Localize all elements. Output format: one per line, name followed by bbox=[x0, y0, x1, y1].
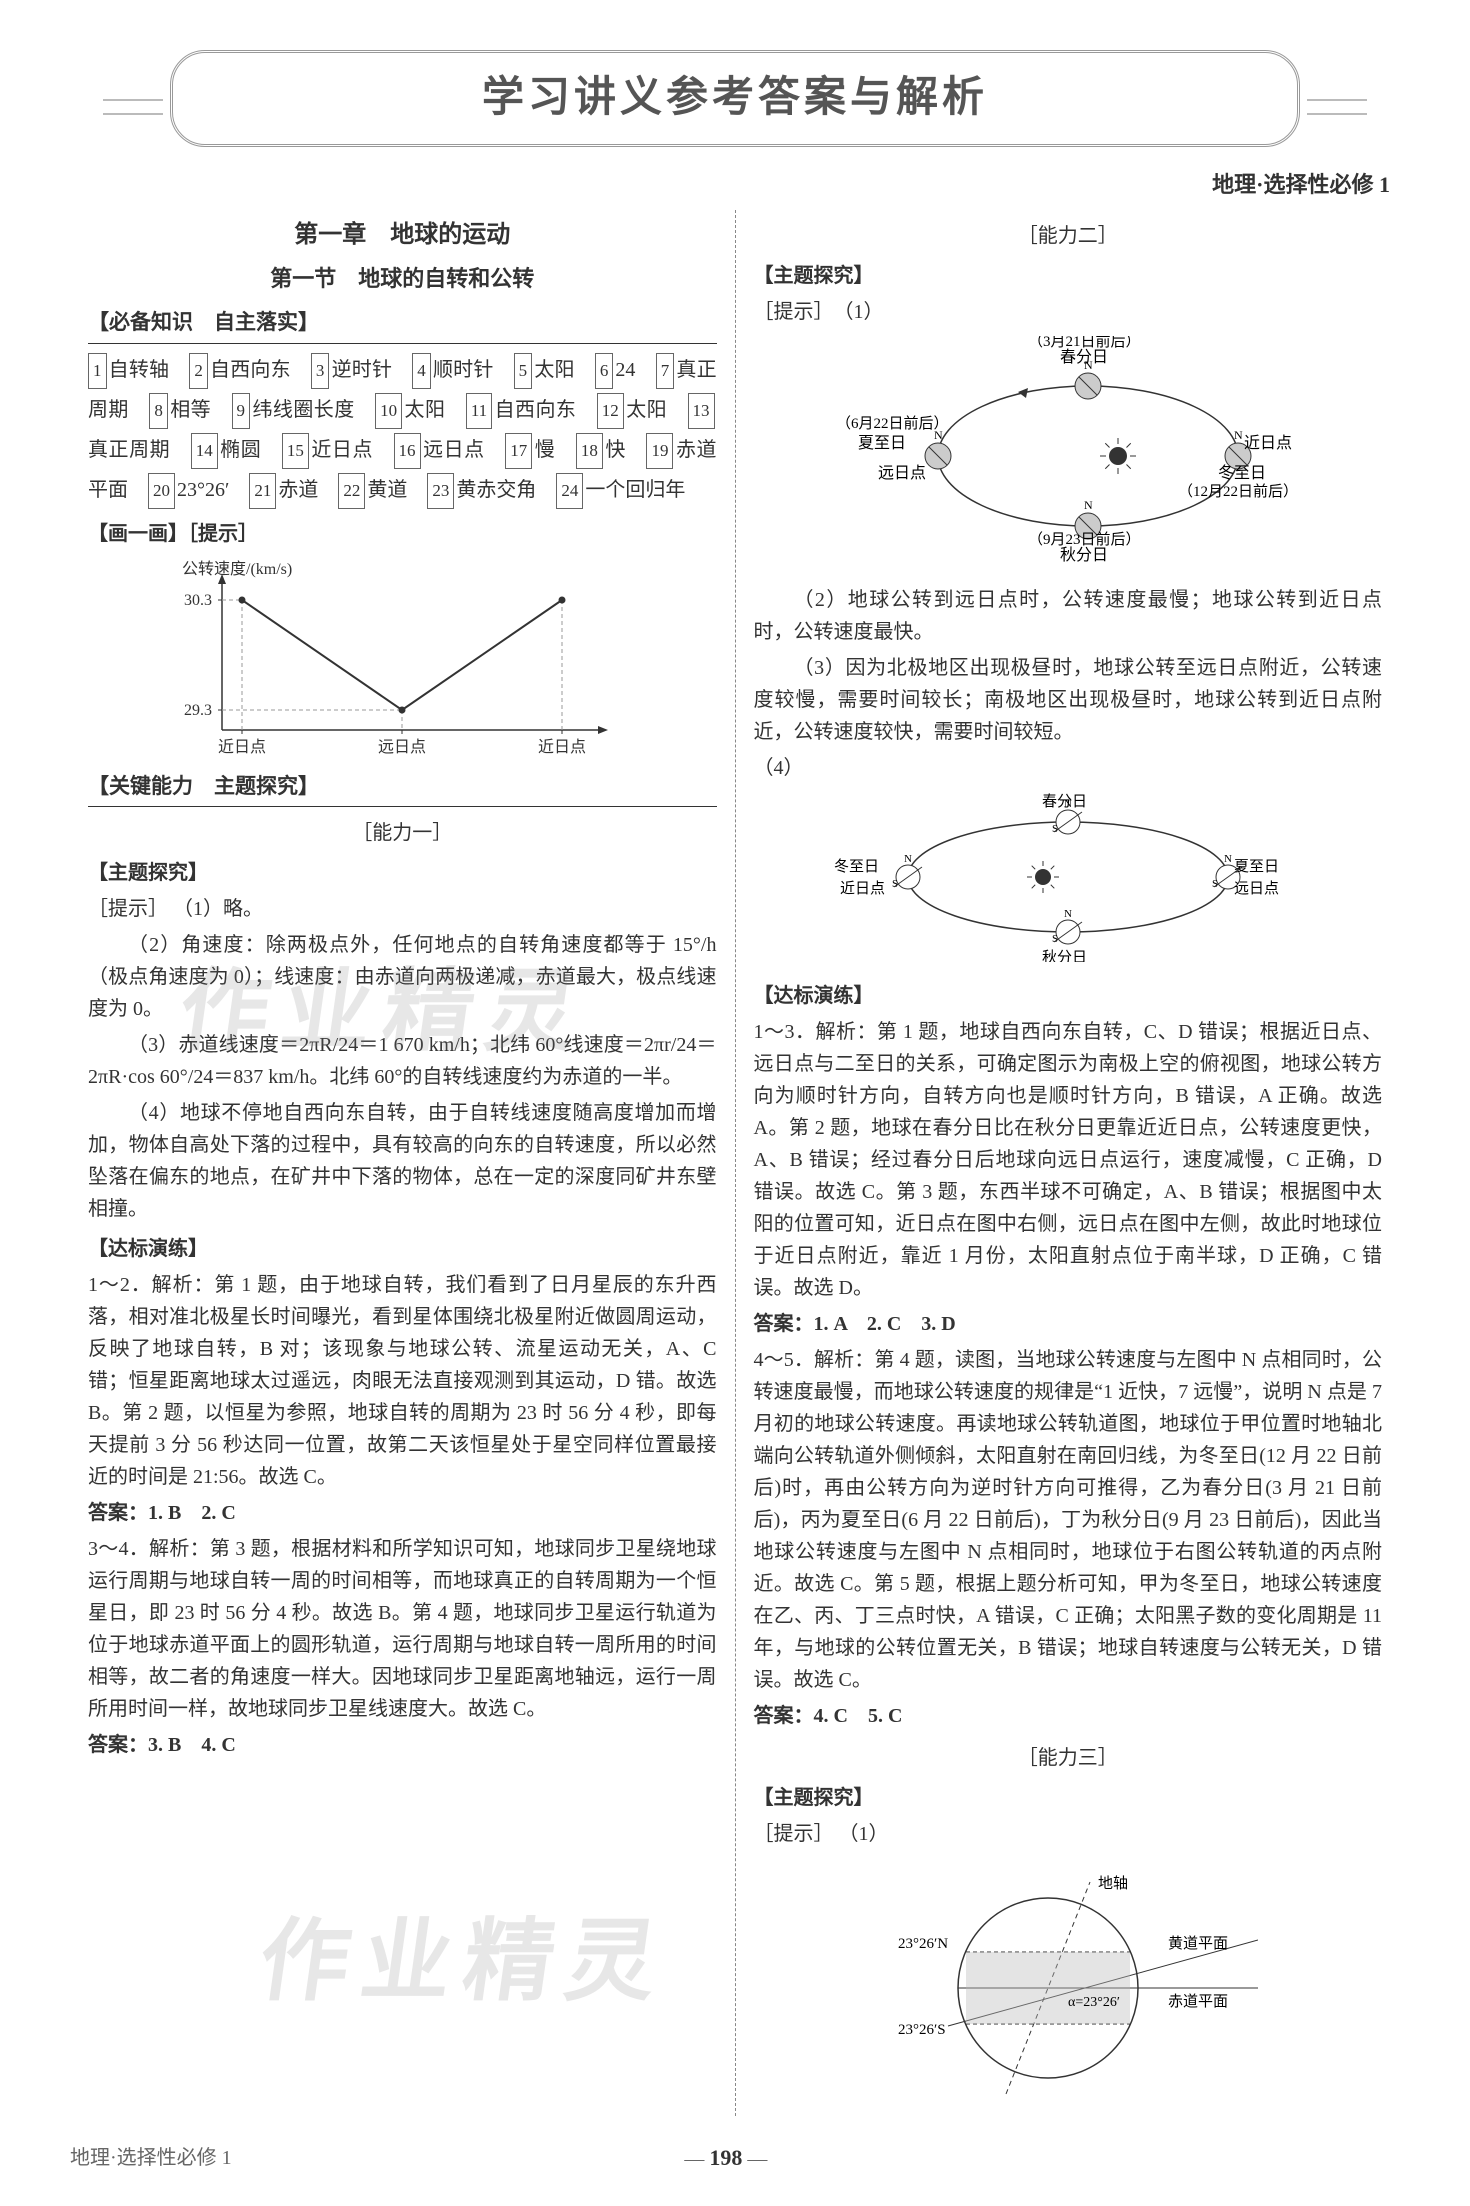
svg-text:远日点: 远日点 bbox=[378, 738, 426, 756]
speed-chart: 公转速度/(km/s) 30.3 29.3 近日点 远日点 近日点 bbox=[182, 560, 622, 760]
svg-text:（6月22日前后）: （6月22日前后） bbox=[836, 415, 949, 432]
svg-text:（9月23日前后）: （9月23日前后） bbox=[1028, 531, 1141, 548]
title-banner: 学习讲义参考答案与解析 bbox=[170, 50, 1301, 147]
orbit-diagram-2: NSNSNSNS春分日夏至日远日点秋分日冬至日近日点 bbox=[754, 792, 1383, 972]
svg-text:N: N bbox=[1234, 428, 1243, 442]
heading-dabiao-1: 【达标演练】 bbox=[88, 1233, 717, 1265]
svg-text:夏至日: 夏至日 bbox=[858, 435, 906, 452]
heading-nengli1: ［能力一］ bbox=[88, 817, 717, 849]
main-title: 学习讲义参考答案与解析 bbox=[203, 65, 1268, 132]
globe-diagram: 23°26′N 23°26′S 地轴黄道平面赤道平面 α=23°26′ bbox=[754, 1858, 1383, 2108]
tishi-1: ［提示］ （1）略。 bbox=[88, 893, 717, 925]
svg-text:黄道平面: 黄道平面 bbox=[1168, 1935, 1228, 1952]
svg-text:地轴: 地轴 bbox=[1098, 1875, 1128, 1892]
tishi-label: ［提示］ bbox=[88, 898, 168, 920]
svg-text:近日点: 近日点 bbox=[1244, 434, 1292, 452]
svg-text:秋分日: 秋分日 bbox=[1042, 949, 1087, 962]
svg-text:S: S bbox=[892, 878, 898, 890]
svg-text:N: N bbox=[1084, 498, 1093, 512]
orbit-diagram-1: NNNN春分日（3月21日前后）夏至日（6月22日前后）远日点秋分日（9月23日… bbox=[754, 336, 1383, 576]
svg-text:（3月21日前后）: （3月21日前后） bbox=[1028, 336, 1141, 350]
footer: 地理·选择性必修 1 — 198 — bbox=[70, 2140, 1400, 2175]
svg-text:N: N bbox=[904, 853, 912, 865]
svg-text:近日点: 近日点 bbox=[218, 738, 266, 756]
tishi-label-3: ［提示］ bbox=[754, 1823, 834, 1845]
tishi-1-text: （1）略。 bbox=[173, 898, 263, 920]
right-p2: （2）地球公转到远日点时，公转速度最慢；地球公转到近日点时，公转速度最快。 bbox=[754, 584, 1383, 648]
left-ans-2: 答案：3. B 4. C bbox=[88, 1729, 717, 1761]
columns: 第一章 地球的运动 第一节 地球的自转和公转 【必备知识 自主落实】 1自转轴 … bbox=[70, 210, 1400, 2116]
heading-nengli3: ［能力三］ bbox=[754, 1742, 1383, 1774]
right-column: ［能力二］ 【主题探究】 ［提示］ （1） NNNN春分日（3月21日前后）夏至… bbox=[736, 210, 1401, 2116]
svg-text:23°26′S: 23°26′S bbox=[898, 2022, 946, 2038]
tishi-3-num: （1） bbox=[839, 1823, 889, 1845]
right-tishi-label: ［提示］ （1） bbox=[754, 296, 1383, 328]
svg-text:30.3: 30.3 bbox=[184, 592, 212, 609]
section-title: 第一节 地球的自转和公转 bbox=[88, 261, 717, 296]
svg-text:春分日: 春分日 bbox=[1042, 793, 1087, 810]
svg-text:夏至日: 夏至日 bbox=[1234, 859, 1279, 875]
left-p3: （3）赤道线速度＝2πR/24＝1 670 km/h；北纬 60°线速度＝2πr… bbox=[88, 1029, 717, 1093]
svg-text:α=23°26′: α=23°26′ bbox=[1068, 1995, 1120, 2010]
subject-line: 地理·选择性必修 1 bbox=[70, 167, 1400, 202]
left-p4: （4）地球不停地自西向东自转，由于自转线速度随高度增加而增加，物体自高处下落的过… bbox=[88, 1097, 717, 1225]
fill-blanks: 1自转轴 2自西向东 3逆时针 4顺时针 5太阳 624 7真正周期 8相等 9… bbox=[88, 350, 717, 510]
svg-text:秋分日: 秋分日 bbox=[1060, 546, 1108, 564]
heading-huahua: 【画一画】［提示］ bbox=[88, 518, 717, 550]
chapter-title: 第一章 地球的运动 bbox=[88, 216, 717, 254]
left-ans-1: 答案：1. B 2. C bbox=[88, 1497, 717, 1529]
right-p4-label: （4） bbox=[754, 752, 1383, 784]
svg-text:远日点: 远日点 bbox=[1234, 880, 1279, 897]
svg-text:冬至日: 冬至日 bbox=[1218, 464, 1266, 482]
heading-guanjian: 【关键能力 主题探究】 bbox=[88, 770, 717, 808]
left-dabiao-1: 1～2．解析：第 1 题，由于地球自转，我们看到了日月星辰的东升西落，相对准北极… bbox=[88, 1269, 717, 1493]
heading-dabiao-2: 【达标演练】 bbox=[754, 980, 1383, 1012]
svg-text:23°26′N: 23°26′N bbox=[898, 1936, 948, 1952]
svg-text:S: S bbox=[1052, 823, 1058, 835]
svg-text:近日点: 近日点 bbox=[538, 738, 586, 756]
left-p2: （2）角速度：除两极点外，任何地点的自转角速度都等于 15°/h（极点角速度为 … bbox=[88, 929, 717, 1025]
page-number: 198 bbox=[709, 2145, 742, 2170]
footer-left: 地理·选择性必修 1 bbox=[70, 2142, 232, 2174]
right-p3: （3）因为北极地区出现极昼时，地球公转至远日点附近，公转速度较慢，需要时间较长；… bbox=[754, 652, 1383, 748]
right-ans-1: 答案：1. A 2. C 3. D bbox=[754, 1308, 1383, 1340]
svg-text:赤道平面: 赤道平面 bbox=[1168, 1993, 1228, 2010]
left-column: 第一章 地球的运动 第一节 地球的自转和公转 【必备知识 自主落实】 1自转轴 … bbox=[70, 210, 736, 2116]
svg-text:N: N bbox=[1224, 853, 1232, 865]
svg-text:N: N bbox=[1064, 908, 1072, 920]
page: 作业精灵 作业精灵 学习讲义参考答案与解析 地理·选择性必修 1 第一章 地球的… bbox=[0, 0, 1470, 2206]
svg-text:S: S bbox=[1212, 878, 1218, 890]
heading-bibei: 【必备知识 自主落实】 bbox=[88, 306, 717, 344]
right-tishi-3: ［提示］ （1） bbox=[754, 1818, 1383, 1850]
svg-text:冬至日: 冬至日 bbox=[834, 858, 879, 875]
left-dabiao-2: 3～4．解析：第 3 题，根据材料和所学知识可知，地球同步卫星绕地球运行周期与地… bbox=[88, 1533, 717, 1725]
svg-text:近日点: 近日点 bbox=[840, 880, 885, 897]
right-dabiao-1: 1～3．解析：第 1 题，地球自西向东自转，C、D 错误；根据近日点、远日点与二… bbox=[754, 1016, 1383, 1304]
right-ans-2: 答案：4. C 5. C bbox=[754, 1700, 1383, 1732]
svg-text:29.3: 29.3 bbox=[184, 702, 212, 719]
svg-text:（12月22日前后）: （12月22日前后） bbox=[1178, 483, 1298, 500]
heading-nengli2: ［能力二］ bbox=[754, 220, 1383, 252]
svg-text:远日点: 远日点 bbox=[878, 464, 926, 482]
heading-zhuti-3: 【主题探究】 bbox=[754, 1782, 1383, 1814]
svg-text:S: S bbox=[1052, 933, 1058, 945]
svg-text:春分日: 春分日 bbox=[1060, 348, 1108, 366]
heading-zhuti-2: 【主题探究】 bbox=[754, 260, 1383, 292]
right-dabiao-2: 4～5．解析：第 4 题，读图，当地球公转速度与左图中 N 点相同时，公转速度最… bbox=[754, 1344, 1383, 1696]
svg-text:公转速度/(km/s): 公转速度/(km/s) bbox=[182, 560, 292, 578]
heading-zhuti-1: 【主题探究】 bbox=[88, 857, 717, 889]
footer-center: — 198 — bbox=[684, 2140, 767, 2175]
